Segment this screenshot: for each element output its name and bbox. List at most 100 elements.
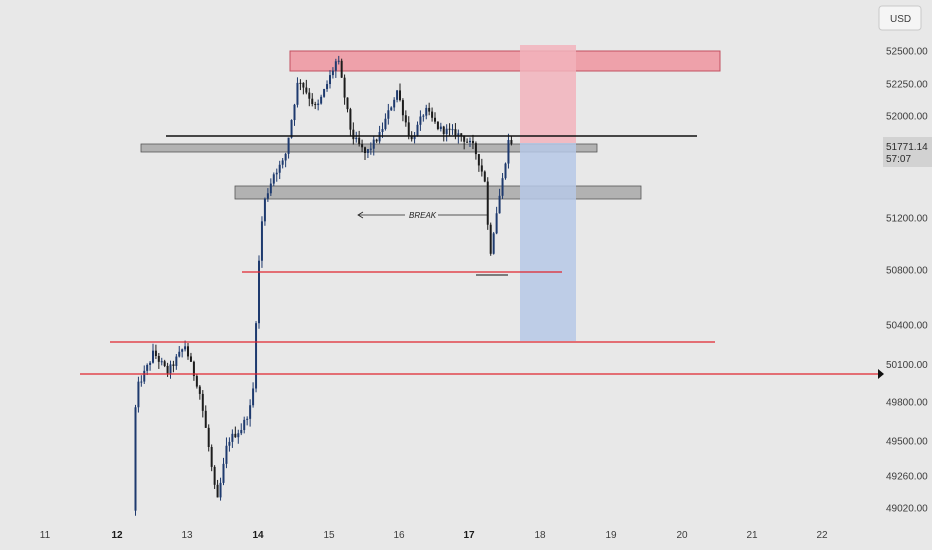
y-tick-label: 52000.00	[886, 112, 928, 123]
x-tick-label: 19	[605, 530, 617, 541]
y-tick-label: 49020.00	[886, 504, 928, 515]
candle-body	[249, 405, 252, 419]
candle-body	[366, 149, 369, 153]
candle-body	[166, 365, 169, 374]
candle-body	[278, 164, 281, 173]
candle-body	[187, 346, 189, 357]
candle-body	[460, 133, 463, 137]
drawings-back[interactable]	[140, 45, 721, 341]
candle-body	[384, 118, 387, 130]
y-tick-label: 49800.00	[886, 398, 928, 409]
marked-level-label: 50100.00	[886, 360, 928, 371]
candle-body	[501, 178, 504, 196]
candle-body	[393, 99, 396, 108]
candle-body	[317, 103, 320, 106]
candle-body	[431, 111, 434, 118]
candle-body	[390, 107, 393, 111]
red-supply-zone[interactable]	[289, 50, 721, 72]
candle-body	[477, 154, 480, 166]
candle-body	[207, 427, 210, 448]
candle-body	[213, 466, 216, 485]
candle-body	[334, 61, 337, 71]
candle-body	[302, 82, 305, 88]
candle-body	[413, 136, 416, 140]
candle-body	[137, 381, 140, 408]
candle-body	[445, 128, 448, 134]
target-zone[interactable]	[520, 45, 576, 143]
candle-body	[483, 171, 486, 182]
candle-body	[281, 160, 284, 165]
candle-body	[369, 148, 372, 150]
candle-body	[372, 139, 375, 149]
y-tick-label: 51200.00	[886, 214, 928, 225]
x-tick-label: 18	[534, 530, 546, 541]
candle-body	[419, 116, 422, 125]
price-axis[interactable]: USD 52500.00 52250.00 52000.00 51200.00 5080…	[878, 5, 932, 515]
level-marker-arrow	[878, 369, 884, 379]
current-price-box	[883, 137, 932, 167]
candle-body	[457, 133, 460, 137]
candle-body	[331, 70, 334, 76]
x-tick-label: 14	[252, 530, 264, 541]
candle-body	[204, 410, 207, 428]
candle-body	[308, 92, 311, 99]
candle-body	[436, 121, 439, 129]
candle-body	[181, 349, 184, 352]
x-tick-label: 21	[746, 530, 758, 541]
candle-body	[510, 139, 513, 144]
drawings-front[interactable]: BREAK	[80, 135, 884, 379]
candle-body	[474, 143, 477, 155]
candle-body	[293, 104, 296, 121]
candle-body	[178, 351, 181, 357]
candle-body	[195, 376, 198, 387]
candle-body	[172, 364, 175, 366]
candle-body	[231, 433, 234, 442]
candle-body	[225, 445, 228, 464]
candle-body	[463, 136, 466, 142]
x-tick-label: 15	[323, 530, 335, 541]
candle-body	[495, 213, 498, 234]
candle-body	[489, 224, 492, 254]
candle-body	[198, 386, 201, 394]
candle-body	[401, 100, 404, 116]
candle-body	[323, 89, 326, 97]
x-tick-label: 13	[181, 530, 193, 541]
candle-body	[299, 82, 302, 84]
candle-body	[425, 107, 428, 116]
x-tick-label: 22	[816, 530, 828, 541]
candle-body	[243, 419, 246, 431]
candle-body	[343, 77, 346, 98]
candle-body	[263, 198, 266, 222]
candle-body	[486, 181, 489, 225]
candle-body	[184, 346, 187, 350]
candle-body	[346, 97, 349, 110]
candle-body	[337, 60, 340, 62]
currency-box[interactable]	[878, 5, 922, 31]
gray-zone-lower[interactable]	[234, 185, 642, 200]
y-tick-label: 50800.00	[886, 266, 928, 277]
candle-body	[480, 165, 483, 172]
candle-body	[269, 183, 272, 194]
candle-body	[296, 82, 299, 105]
candle-body	[439, 126, 442, 129]
gray-zone-upper[interactable]	[140, 143, 598, 153]
candle-body	[399, 90, 401, 101]
candle-body	[246, 418, 249, 420]
candle-body	[169, 364, 172, 374]
candle-body	[507, 139, 510, 164]
candle-body	[469, 140, 471, 143]
y-tick-label: 49260.00	[886, 472, 928, 483]
current-price-tag: 51771.14 57:07	[883, 137, 932, 167]
current-price-label: 51771.14	[886, 142, 928, 153]
candle-body	[260, 221, 263, 261]
candle-body	[234, 433, 237, 438]
candle-body	[160, 361, 163, 363]
stop-zone[interactable]	[520, 143, 576, 341]
y-tick-labels: 52500.00 52250.00 52000.00 51200.00 50800.00…	[886, 47, 928, 515]
candle-body	[326, 84, 329, 90]
candles[interactable]	[134, 55, 513, 516]
candle-body	[352, 129, 355, 140]
candle-body	[314, 104, 317, 106]
x-tick-labels: 11 12 13 14 15 16 17 18 19 20 21 22	[40, 530, 828, 541]
